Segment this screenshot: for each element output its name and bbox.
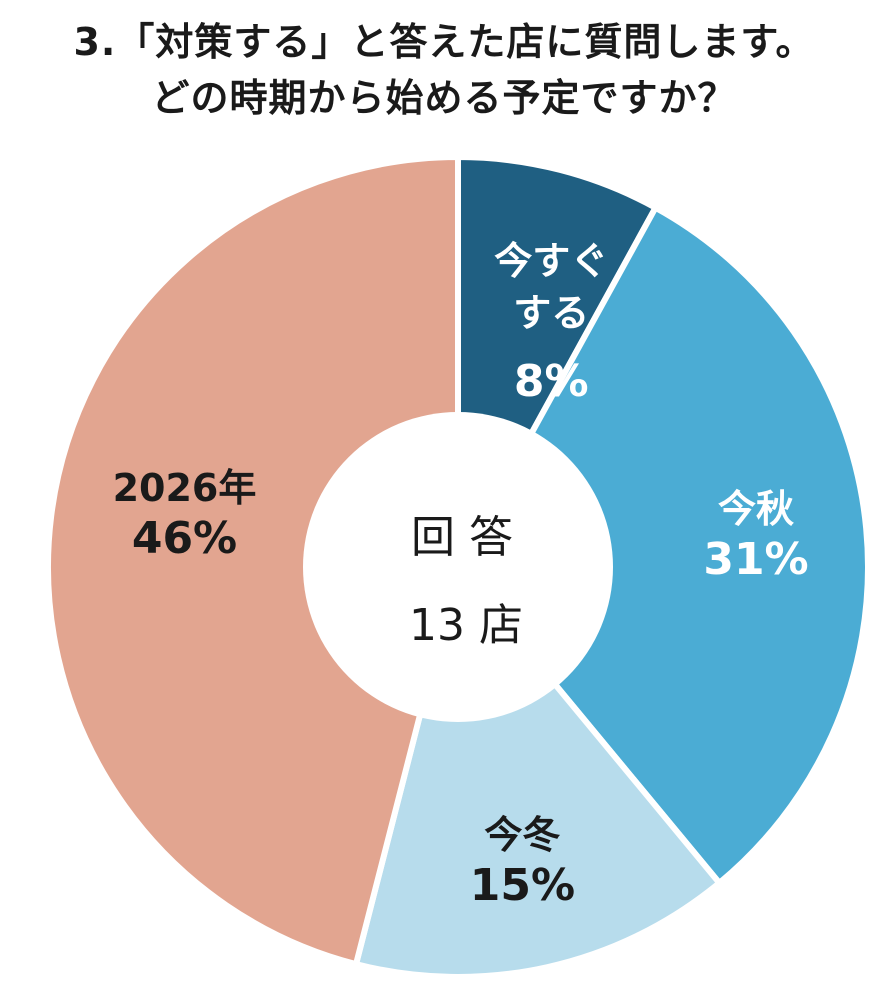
slice-value-label-2: 31% xyxy=(703,534,808,585)
slice-category-label-4: 2026年 xyxy=(113,466,257,510)
pie-slices xyxy=(45,154,871,980)
slice-category-label-1: 今すぐ xyxy=(494,239,608,283)
center-label-count: 13 店 xyxy=(409,600,523,651)
pie-slice-2 xyxy=(455,204,871,886)
donut-hole xyxy=(303,412,613,722)
center-label-answer: 回 答 xyxy=(411,512,513,563)
chart-title-line-1: 3.「対策する」と答えた店に質問します。 xyxy=(73,20,815,64)
chart-title-line-2: どの時期から始める予定ですか？ xyxy=(151,76,737,120)
slice-category-label-3: 今冬 xyxy=(484,813,560,857)
chart-title: 3.「対策する」と答えた店に質問します。 どの時期から始める予定ですか？ xyxy=(0,14,888,126)
slice-category-label-2: 今秋 xyxy=(718,487,794,531)
slice-value-label-4: 46% xyxy=(132,513,237,564)
slice-value-label-1: 8% xyxy=(514,356,589,407)
pie-slice-4 xyxy=(45,154,461,968)
slice-value-label-3: 15% xyxy=(470,860,575,911)
slice-category-label-1: する xyxy=(513,291,589,335)
